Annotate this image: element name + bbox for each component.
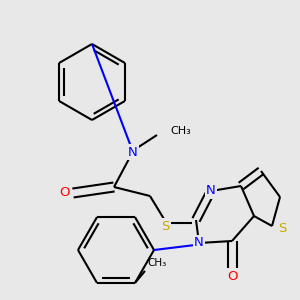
Text: O: O bbox=[60, 187, 70, 200]
Text: S: S bbox=[161, 220, 169, 232]
Text: O: O bbox=[227, 269, 237, 283]
Text: N: N bbox=[194, 236, 204, 250]
Text: S: S bbox=[278, 223, 286, 236]
Text: N: N bbox=[128, 146, 138, 158]
Text: N: N bbox=[206, 184, 216, 197]
Text: CH₃: CH₃ bbox=[147, 258, 166, 268]
Text: CH₃: CH₃ bbox=[170, 126, 191, 136]
